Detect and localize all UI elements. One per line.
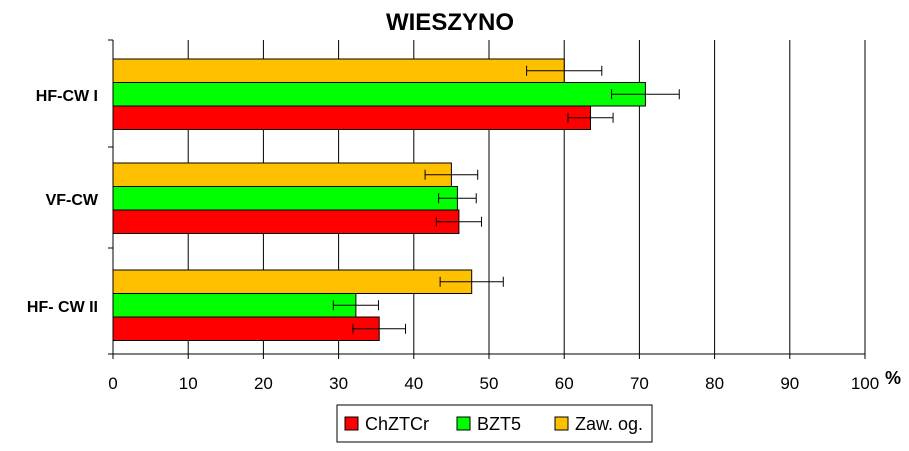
x-tick-label: 20 [254, 374, 273, 393]
legend-label: BZT5 [477, 414, 521, 434]
bar-BZT5 [112, 186, 458, 211]
legend-label: Zaw. og. [575, 414, 643, 434]
x-tick-label: 40 [404, 374, 423, 393]
x-tick-label: 100 [851, 374, 879, 393]
legend: ChZTCr BZT5 Zaw. og. [336, 404, 653, 443]
x-axis-unit-label: % [885, 368, 901, 388]
x-tick-label: 60 [555, 374, 574, 393]
chart-title: WIESZYNO [386, 9, 514, 36]
x-tick-label: 70 [630, 374, 649, 393]
bar-ChZTCr [112, 316, 380, 341]
bar-Zaw. og. [112, 269, 473, 294]
x-tick-label: 80 [705, 374, 724, 393]
category-label: HF-CW I [36, 88, 98, 105]
bar-ChZTCr [112, 105, 592, 130]
legend-swatch [554, 416, 569, 431]
bars [112, 58, 680, 341]
category-label: HF- CW II [27, 299, 98, 316]
bar-Zaw. og. [112, 162, 452, 187]
legend-box [336, 404, 653, 443]
axes [108, 39, 866, 359]
legend-label: ChZTCr [365, 414, 429, 434]
bar-BZT5 [112, 82, 646, 107]
x-tick-label: 30 [329, 374, 348, 393]
category-labels: HF-CW I VF-CW HF- CW II [27, 88, 99, 316]
bar-BZT5 [112, 293, 357, 318]
legend-swatch [456, 416, 471, 431]
legend-swatch [344, 416, 359, 431]
bar-ChZTCr [112, 209, 460, 234]
x-tick-label: 90 [780, 374, 799, 393]
x-tick-label: 10 [179, 374, 198, 393]
category-label: VF-CW [46, 192, 99, 209]
x-tick-labels: 0 10 20 30 40 50 60 70 80 90 100 [108, 374, 879, 393]
x-tick-label: 50 [480, 374, 499, 393]
bar-Zaw. og. [112, 58, 565, 83]
x-tick-label: 0 [108, 374, 117, 393]
